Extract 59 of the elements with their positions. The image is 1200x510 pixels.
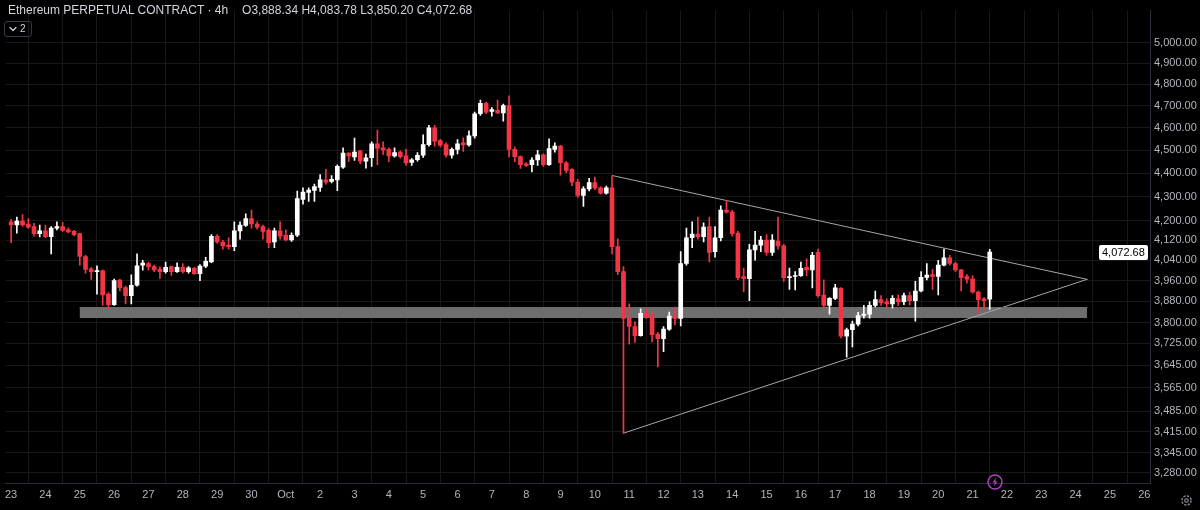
y-tick-label: 4,200.00	[1154, 213, 1197, 226]
y-tick-label: 4,900.00	[1154, 56, 1197, 69]
x-tick-label: 14	[726, 488, 739, 501]
x-tick-label: 30	[245, 488, 258, 501]
x-tick-label: 20	[932, 488, 945, 501]
y-tick-label: 3,565.00	[1154, 380, 1197, 393]
y-tick-label: 3,485.00	[1154, 404, 1197, 417]
x-tick-label: 3	[351, 488, 358, 501]
y-tick-label: 4,300.00	[1154, 189, 1197, 202]
x-tick-label: 15	[760, 488, 773, 501]
y-tick-label: 4,800.00	[1154, 77, 1197, 90]
x-tick-label: 21	[966, 488, 979, 501]
y-tick-label: 5,000.00	[1154, 35, 1197, 48]
x-tick-label: 17	[829, 488, 842, 501]
x-tick-label: 26	[108, 488, 121, 501]
x-tick-label: 25	[73, 488, 86, 501]
x-tick-label: 28	[176, 488, 189, 501]
x-tick-label: 18	[863, 488, 876, 501]
y-tick-label: 3,645.00	[1154, 358, 1197, 371]
y-tick-label: 3,345.00	[1154, 445, 1197, 458]
x-tick-label: 13	[691, 488, 705, 501]
y-tick-label: 4,120.00	[1154, 233, 1197, 246]
x-tick-label: Oct	[277, 488, 295, 501]
x-tick-label: 10	[588, 488, 601, 501]
y-tick-label: 4,700.00	[1154, 98, 1197, 111]
x-tick-label: 25	[1103, 488, 1117, 501]
y-tick-label: 4,040.00	[1154, 253, 1197, 266]
x-tick-label: 29	[211, 488, 224, 501]
x-tick-label: 5	[420, 488, 427, 501]
annotation: 4,072.68	[1099, 244, 1148, 260]
x-tick-label: 4	[385, 488, 392, 501]
x-tick-label: 16	[794, 488, 808, 501]
x-tick-label: 9	[557, 488, 564, 501]
x-tick-label: 19	[897, 488, 911, 501]
chart-title: Ethereum PERPETUAL CONTRACT · 4h	[8, 3, 229, 17]
y-tick-label: 4,600.00	[1154, 120, 1197, 133]
y-tick-label: 4,400.00	[1154, 166, 1197, 179]
x-tick-label: 23	[1035, 488, 1048, 501]
x-tick-label: 23	[4, 488, 18, 501]
x-tick-label: 12	[657, 488, 670, 501]
x-tick-label: 6	[454, 488, 461, 501]
x-tick-label: 24	[39, 488, 52, 501]
x-tick-label: 24	[1069, 488, 1082, 501]
x-tick-label: 7	[488, 488, 495, 501]
y-tick-label: 3,800.00	[1154, 315, 1197, 328]
x-tick-label: 11	[623, 488, 635, 501]
x-tick-label: 2	[317, 488, 324, 501]
y-tick-label: 3,880.00	[1154, 294, 1197, 307]
y-tick-label: 3,415.00	[1154, 424, 1197, 437]
y-tick-label: 3,960.00	[1154, 273, 1197, 286]
annotation: O3,888.34 H4,083.78 L3,850.20 C4,072.68	[242, 3, 473, 17]
y-tick-label: 3,725.00	[1154, 336, 1197, 349]
x-tick-label: 8	[523, 488, 530, 501]
y-tick-label: 3,280.00	[1154, 465, 1197, 478]
x-tick-label: 22	[1000, 488, 1014, 501]
y-tick-label: 4,500.00	[1154, 143, 1197, 156]
x-tick-label: 26	[1138, 488, 1151, 501]
x-tick-label: 27	[142, 488, 155, 501]
annotation: 2	[20, 23, 26, 35]
